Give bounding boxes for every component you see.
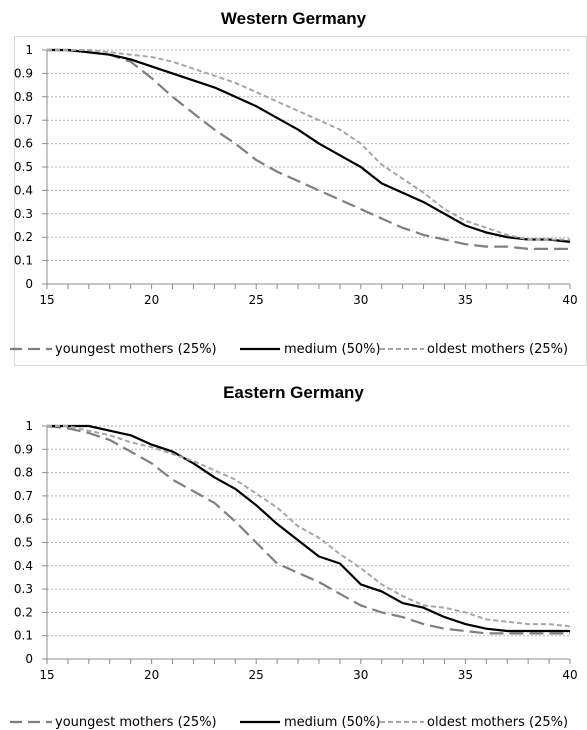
y-tick-label: 0.6 (14, 137, 33, 151)
legend-label: medium (50%) (284, 715, 381, 730)
y-tick-label: 0.3 (14, 207, 33, 221)
y-tick-label: 0.5 (14, 160, 33, 174)
x-tick-label: 30 (353, 668, 368, 682)
y-tick-label: 0.2 (14, 230, 33, 244)
x-tick-label: 20 (144, 293, 159, 307)
series-line-medium (47, 48, 571, 243)
y-tick-label: 0.5 (14, 536, 33, 550)
line-chart-eastern-germany: 0 0.1 0.2 0.3 0.4 0.5 0.6 0.7 0.8 0.9 1 15 20 25 30 35 4… (10, 419, 578, 730)
y-tick-label: 0.6 (14, 512, 33, 526)
chart-panel-western-germany: Western Germany 0 0.1 0.2 0.3 0.4 0.5 0.6 0.7 0.… (10, 9, 587, 366)
y-tick-label: 0.2 (14, 605, 33, 619)
x-tick-label: 25 (249, 668, 264, 682)
y-tick-label: 0.4 (14, 183, 33, 197)
y-tick-label: 0.7 (14, 489, 33, 503)
y-tick-label: 0.7 (14, 113, 33, 127)
x-tick-label: 35 (458, 668, 473, 682)
series-line-medium (47, 424, 570, 633)
legend-label: youngest mothers (25%) (55, 342, 217, 357)
y-tick-label: 1 (25, 43, 33, 57)
y-tick-label: 0.8 (14, 90, 33, 104)
series-line-oldest (47, 425, 571, 628)
x-tick-label: 25 (249, 293, 264, 307)
y-tick-label: 0.3 (14, 582, 33, 596)
series-line-oldest (47, 49, 570, 241)
y-tick-label: 0.1 (14, 629, 33, 643)
x-tick-label: 15 (39, 668, 54, 682)
y-tick-label: 0.9 (14, 442, 33, 456)
line-chart-western-germany: 0 0.1 0.2 0.3 0.4 0.5 0.6 0.7 0.8 0.9 1 15 20 25 30 35 4… (10, 43, 578, 357)
legend-label: oldest mothers (25%) (427, 342, 568, 357)
y-tick-label: 0 (25, 277, 33, 291)
chart-title: Eastern Germany (223, 383, 364, 402)
x-tick-label: 40 (562, 293, 577, 307)
series-line-youngest (46, 424, 570, 635)
x-tick-label: 30 (353, 293, 368, 307)
legend-label: oldest mothers (25%) (427, 715, 568, 730)
x-tick-label: 35 (458, 293, 473, 307)
y-tick-label: 0.9 (14, 66, 33, 80)
legend-label: youngest mothers (25%) (55, 715, 217, 730)
y-tick-label: 1 (25, 419, 33, 433)
y-tick-label: 0.8 (14, 466, 33, 480)
legend-label: medium (50%) (284, 342, 381, 357)
x-tick-label: 20 (144, 668, 159, 682)
chart-panel-eastern-germany: Eastern Germany 0 0.1 0.2 0.3 0.4 0.5 0.6 0.7 0.… (0, 375, 587, 730)
y-tick-label: 0.4 (14, 559, 33, 573)
x-tick-label: 15 (39, 293, 54, 307)
y-tick-label: 0 (25, 652, 33, 666)
chart-title: Western Germany (220, 9, 367, 28)
x-tick-label: 40 (562, 668, 577, 682)
y-tick-label: 0.1 (14, 254, 33, 268)
series-line-youngest (47, 48, 570, 250)
